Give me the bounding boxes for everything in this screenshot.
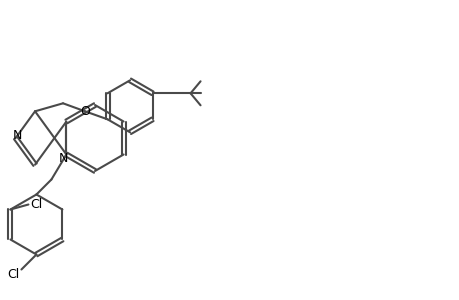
Text: O: O (80, 105, 90, 118)
Text: N: N (59, 152, 68, 165)
Text: N: N (13, 128, 22, 142)
Text: Cl: Cl (7, 268, 19, 281)
Text: Cl: Cl (30, 198, 43, 211)
